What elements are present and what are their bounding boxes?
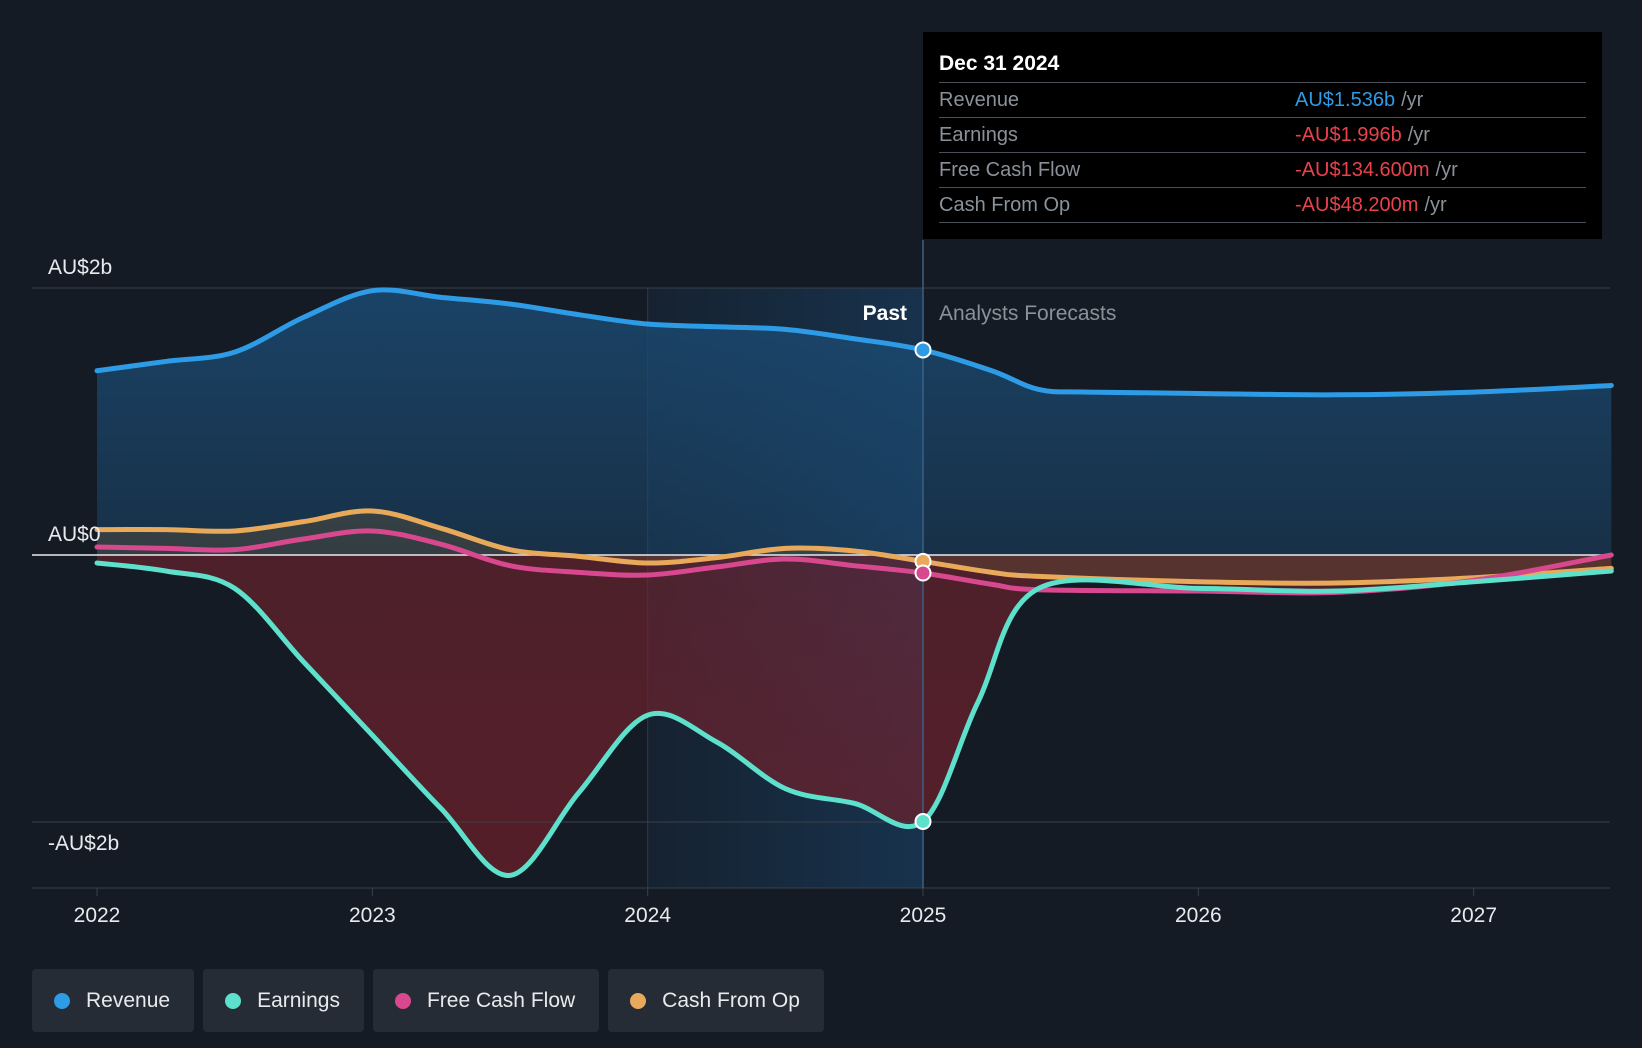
tooltip-unit: /yr	[1424, 193, 1447, 216]
revenue-dot-icon	[54, 992, 70, 1009]
tooltip-date: Dec 31 2024	[939, 52, 1060, 75]
tooltip: Dec 31 2024 Revenue AU$1.536b /yr Earnin…	[923, 32, 1602, 239]
x-tick-label: 2023	[349, 904, 396, 927]
tooltip-label: Earnings	[939, 123, 1018, 146]
tooltip-row-cash-from-op: Cash From Op -AU$48.200m /yr	[939, 187, 1586, 223]
past-label: Past	[863, 302, 907, 325]
legend-item-cash-from-op[interactable]: Cash From Op	[608, 969, 824, 1032]
free-cash-flow-point	[914, 564, 932, 582]
tooltip-unit: /yr	[1401, 88, 1424, 111]
revenue-point	[914, 341, 932, 359]
tooltip-value: -AU$134.600m	[1295, 158, 1430, 181]
earnings-area	[97, 555, 1612, 876]
y-axis-label: AU$0	[48, 523, 101, 546]
tooltip-label: Free Cash Flow	[939, 158, 1081, 181]
x-tick-label: 2024	[624, 904, 671, 927]
tooltip-label: Revenue	[939, 88, 1020, 111]
forecast-label: Analysts Forecasts	[939, 302, 1116, 325]
revenue-area	[97, 289, 1612, 555]
y-axis-label: -AU$2b	[48, 832, 119, 855]
cash-from-op-line	[94, 508, 1614, 586]
earnings-line	[94, 560, 1614, 878]
tooltip-value: -AU$1.996b	[1295, 123, 1402, 146]
legend-item-revenue[interactable]: Revenue	[32, 969, 195, 1032]
tooltip-row-earnings: Earnings -AU$1.996b /yr	[939, 117, 1586, 152]
earnings-dot-icon	[225, 992, 242, 1009]
x-tick-label: 2027	[1450, 904, 1497, 927]
legend-label: Earnings	[257, 988, 340, 1012]
legend-label: Cash From Op	[662, 988, 800, 1012]
tooltip-row-free-cash-flow: Free Cash Flow -AU$134.600m /yr	[939, 152, 1586, 187]
tooltip-label: Cash From Op	[939, 193, 1071, 216]
tooltip-value: -AU$48.200m	[1295, 193, 1419, 216]
revenue-line	[94, 287, 1614, 398]
tooltip-row-revenue: Revenue AU$1.536b /yr	[939, 82, 1586, 117]
cash-from-op-area	[97, 510, 1612, 584]
x-tick-label: 2025	[900, 904, 947, 927]
legend-label: Revenue	[86, 988, 171, 1012]
y-axis-label: AU$2b	[48, 256, 112, 279]
legend: Revenue Earnings Free Cash Flow Cash Fro…	[32, 969, 824, 1032]
tooltip-unit: /yr	[1407, 123, 1430, 146]
x-tick-label: 2026	[1175, 904, 1222, 927]
free-cash-flow-dot-icon	[394, 992, 411, 1009]
legend-label: Free Cash Flow	[426, 988, 576, 1012]
tooltip-value: AU$1.536b	[1295, 88, 1396, 111]
legend-item-earnings[interactable]: Earnings	[203, 969, 364, 1032]
cash-from-op-dot-icon	[630, 992, 647, 1009]
x-tick-label: 2022	[74, 904, 121, 927]
legend-item-free-cash-flow[interactable]: Free Cash Flow	[372, 969, 600, 1032]
tooltip-unit: /yr	[1435, 158, 1458, 181]
earnings-point	[914, 812, 932, 830]
